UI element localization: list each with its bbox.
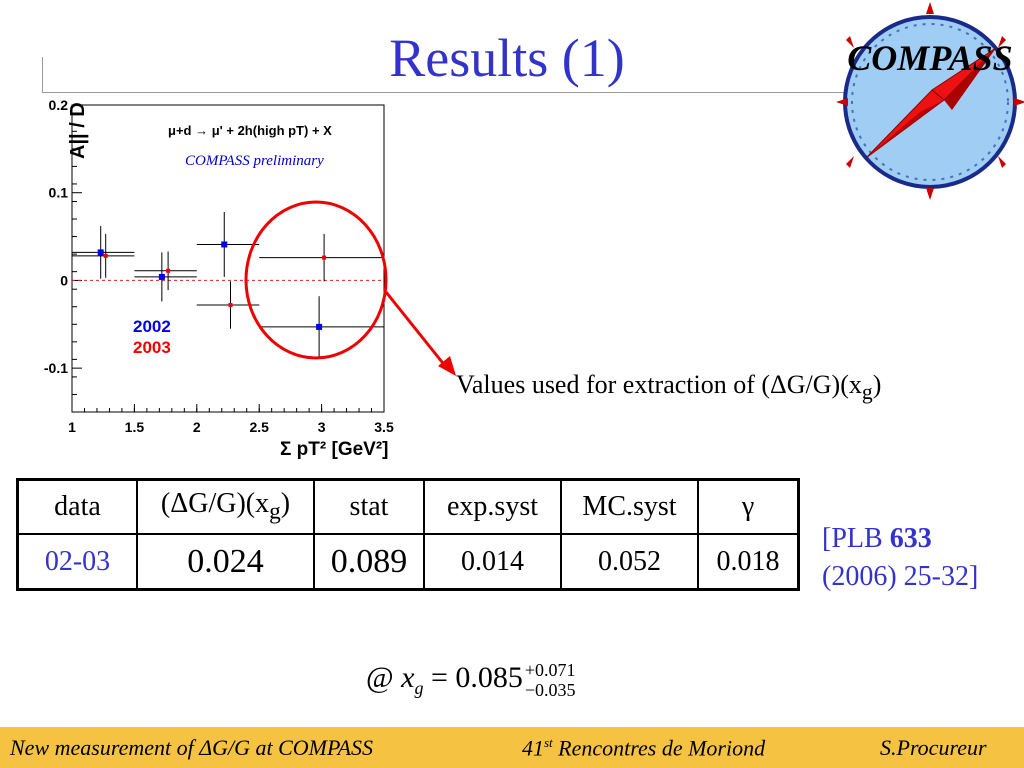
data-point-2003 <box>322 255 327 260</box>
footer-conference: 41st Rencontres de Moriond <box>522 735 766 761</box>
x-tick-label: 2 <box>193 419 201 435</box>
reaction-annotation: μ+d → μ' + 2h(high pT) + X <box>168 123 332 138</box>
data-point-2003 <box>228 302 233 307</box>
cell-mc-syst: 0.052 <box>560 533 699 591</box>
asymmetry-plot: 1 1.5 2 2.5 3 3.5 0.2 0.1 0 -0.1 μ+d → μ' + 2h(hi… <box>44 97 394 460</box>
data-point-2002 <box>316 323 323 330</box>
compass-logo: COMPASS <box>836 2 1024 200</box>
footer-title: New measurement of ΔG/G at COMPASS <box>10 735 374 760</box>
xg-formula: @ xg = 0.085 +0.071 −0.035 <box>366 660 576 700</box>
footer-bar: New measurement of ΔG/G at COMPASS 41st … <box>0 727 1024 768</box>
data-point-2002 <box>221 241 228 248</box>
data-point-2002 <box>158 273 165 280</box>
slide-title: Results (1) <box>389 28 625 88</box>
x-tick-label: 3.5 <box>374 419 394 435</box>
data-point-2003 <box>103 253 108 258</box>
cell-stat: 0.089 <box>313 533 425 591</box>
extraction-note: Values used for extraction of (ΔG/G)(xg) <box>456 370 882 405</box>
header-data: data <box>16 478 138 535</box>
x-tick-label: 3 <box>318 419 326 435</box>
reference: [PLB 633 (2006) 25-32] <box>822 523 979 592</box>
title-rule <box>42 92 882 93</box>
logo-text: COMPASS <box>847 38 1012 78</box>
table-row: 02-03 0.024 0.089 0.014 0.052 0.018 <box>16 533 800 591</box>
compass-icon <box>836 2 1024 200</box>
legend-2003: 2003 <box>133 338 171 357</box>
x-tick-label: 1 <box>68 419 76 435</box>
y-tick-label: 0.1 <box>49 185 69 201</box>
y-tick-label: -0.1 <box>44 360 68 376</box>
header-gamma: γ <box>697 478 800 535</box>
cell-gamma: 0.018 <box>697 533 800 591</box>
cell-dgg: 0.024 <box>136 533 315 591</box>
data-point-2002 <box>97 249 104 256</box>
header-stat: stat <box>313 478 425 535</box>
cell-exp-syst: 0.014 <box>423 533 562 591</box>
data-point-2003 <box>166 268 171 273</box>
header-dgg: (ΔG/G)(xg) <box>136 478 315 535</box>
plot-frame <box>71 104 385 413</box>
table-header-row: data (ΔG/G)(xg) stat exp.syst MC.syst γ <box>16 478 800 535</box>
preliminary-label: COMPASS preliminary <box>185 153 324 169</box>
y-tick-label: 0 <box>60 272 68 288</box>
y-tick-label: 0.2 <box>49 97 69 113</box>
x-tick-label: 1.5 <box>125 419 145 435</box>
cell-data: 02-03 <box>16 533 138 591</box>
highlight-circle <box>244 200 388 360</box>
legend-2002: 2002 <box>133 317 171 336</box>
pointer-arrow <box>384 291 456 376</box>
header-mc-syst: MC.syst <box>560 478 699 535</box>
title-rule-left <box>42 57 43 93</box>
footer-author: S.Procureur <box>880 735 987 760</box>
header-exp-syst: exp.syst <box>423 478 562 535</box>
y-axis-label: A|| / D <box>67 102 89 159</box>
x-axis-label: Σ pT² [GeV²] <box>280 439 389 460</box>
results-table: data (ΔG/G)(xg) stat exp.syst MC.syst γ … <box>16 478 800 591</box>
x-tick-label: 2.5 <box>249 419 269 435</box>
